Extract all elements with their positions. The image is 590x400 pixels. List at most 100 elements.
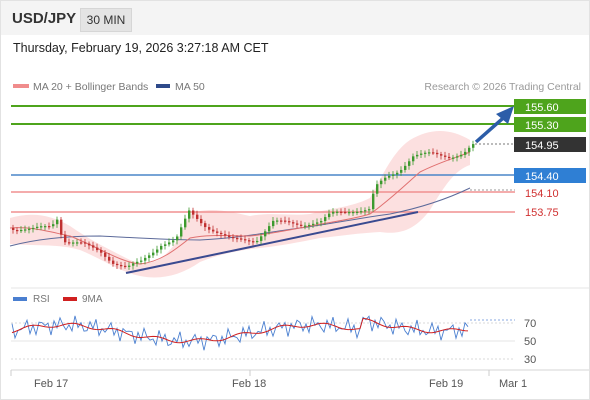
candle-body (464, 151, 467, 155)
candle-body (296, 223, 299, 225)
candle-body (84, 242, 87, 244)
candle-body (352, 211, 355, 214)
candle-body (68, 242, 71, 244)
candle-body (308, 224, 311, 227)
candle-body (164, 244, 167, 246)
candle-body (268, 226, 271, 232)
candle-body (468, 147, 471, 152)
candle-body (320, 221, 323, 223)
candle-body (288, 221, 291, 223)
candle-body (368, 209, 371, 211)
candle-body (20, 229, 23, 232)
candle-body (356, 211, 359, 214)
candle-body (420, 153, 423, 155)
x-label-mar1: Mar 1 (499, 378, 527, 390)
candle-body (388, 175, 391, 178)
candle-body (280, 220, 283, 222)
candle-body (132, 263, 135, 266)
candle-body (348, 212, 351, 214)
candle-body (272, 220, 275, 227)
candle-body (152, 252, 155, 256)
candle-body (236, 238, 239, 240)
candle-body (24, 229, 27, 231)
candle-body (340, 211, 343, 213)
candle-body (376, 184, 379, 194)
candle-body (248, 240, 251, 242)
candle-body (160, 245, 163, 250)
level-badge-154-40 (514, 168, 586, 183)
candle-body (140, 260, 143, 262)
candle-body (260, 236, 263, 241)
ma20-legend-swatch (13, 84, 29, 88)
candle-body (172, 240, 175, 243)
candle-body (64, 234, 67, 243)
candle-body (336, 211, 339, 213)
candle-body (300, 224, 303, 226)
candle-body (128, 265, 131, 267)
ma50-legend-label: MA 50 (175, 81, 205, 93)
candle-body (428, 152, 431, 154)
candle-body (412, 156, 415, 162)
candle-body (444, 155, 447, 157)
candle-body (168, 242, 171, 245)
rsi-tick-30: 30 (524, 354, 536, 366)
bollinger-band-area (10, 131, 470, 278)
candle-body (312, 223, 315, 226)
candle-body (48, 226, 51, 228)
candle-body (404, 165, 407, 170)
candle-body (76, 242, 79, 244)
candle-body (384, 177, 387, 181)
candle-body (324, 217, 327, 222)
rsi-legend-label: RSI (33, 294, 50, 305)
x-label-feb18: Feb 18 (232, 378, 266, 390)
timeframe-button[interactable]: 30 MIN (80, 8, 132, 32)
candle-body (200, 218, 203, 224)
rsi-ma-legend-swatch (63, 297, 77, 301)
candle-body (228, 235, 231, 238)
candle-body (244, 239, 247, 241)
ma50-legend-swatch (156, 84, 170, 88)
candle-body (212, 229, 215, 232)
candle-body (292, 222, 295, 224)
candle-body (232, 237, 235, 239)
candle-body (112, 260, 115, 264)
candle-body (204, 223, 207, 228)
candle-body (328, 213, 331, 218)
candle-body (56, 219, 59, 225)
candle-body (264, 231, 267, 237)
candle-body (28, 228, 31, 231)
level-label-155-60: 155.60 (525, 102, 559, 114)
level-badge-155-30 (514, 117, 586, 132)
candle-body (216, 231, 219, 233)
candle-body (408, 161, 411, 166)
candle-body (60, 219, 63, 235)
candle-body (440, 154, 443, 156)
candle-body (176, 236, 179, 241)
candle-body (124, 265, 127, 268)
symbol-title: USD/JPY (12, 10, 77, 27)
candle-body (100, 250, 103, 253)
header-bar: USD/JPY 30 MIN (1, 1, 589, 35)
ma20-legend-label: MA 20 + Bollinger Bands (33, 81, 148, 93)
candle-body (392, 174, 395, 176)
candle-body (456, 156, 459, 158)
candle-body (380, 180, 383, 185)
candle-body (220, 232, 223, 235)
candle-body (40, 226, 43, 228)
candle-body (284, 220, 287, 222)
source-credit: Research © 2026 Trading Central (424, 81, 581, 93)
x-label-feb17: Feb 17 (34, 378, 68, 390)
candle-body (192, 210, 195, 215)
candle-body (316, 222, 319, 224)
candle-body (448, 156, 451, 159)
rsi-tick-50: 50 (524, 336, 536, 348)
rsi-ma-line (11, 317, 469, 344)
candle-body (120, 265, 123, 267)
candle-body (472, 144, 475, 148)
candle-body (400, 169, 403, 173)
candle-body (460, 154, 463, 157)
candle-body (116, 263, 119, 266)
candle-body (80, 242, 83, 244)
level-label-154-95: 154.95 (525, 140, 559, 152)
